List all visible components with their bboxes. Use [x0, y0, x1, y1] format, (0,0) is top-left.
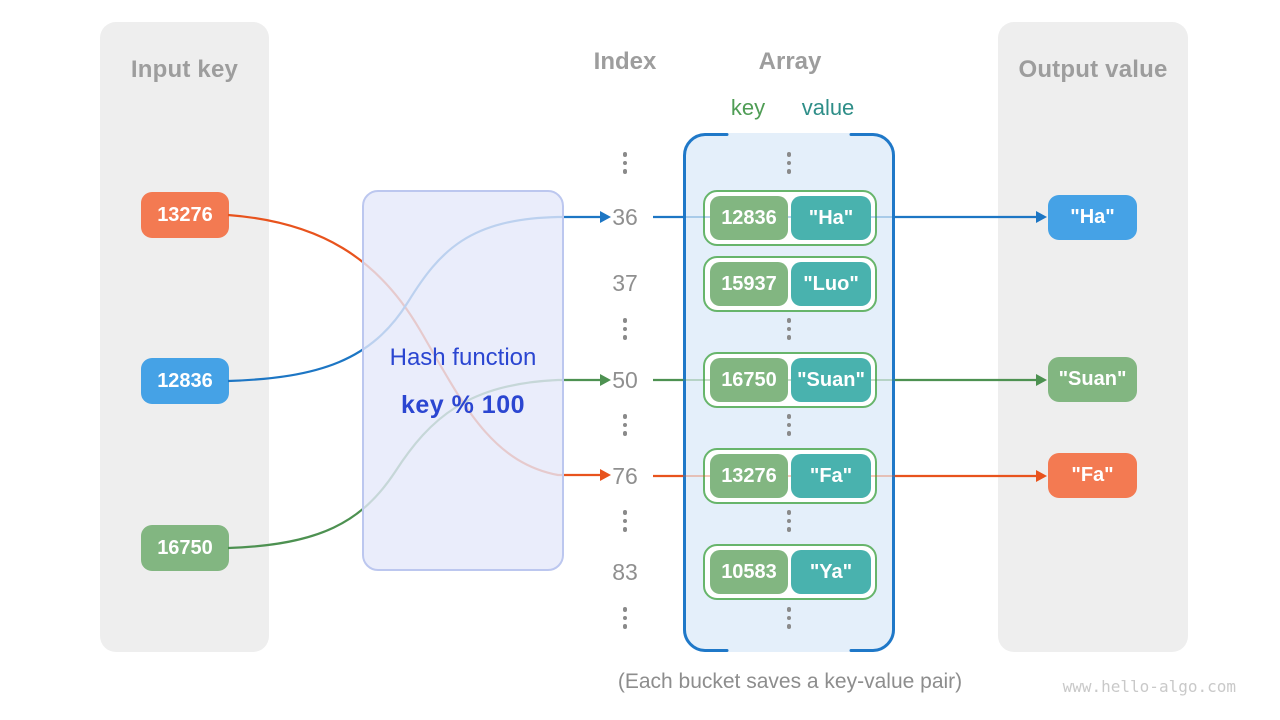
array-border-left	[682, 133, 729, 652]
array-border-right	[849, 133, 896, 652]
index-value-36: 36	[612, 204, 638, 230]
diagram-caption: (Each bucket saves a key-value pair)	[617, 670, 963, 693]
bucket-value-suan: "Suan"	[791, 358, 871, 402]
arrowhead-blue-output	[1036, 211, 1047, 223]
input-panel-title: Input key	[130, 56, 239, 83]
arrowhead-orange-output	[1036, 470, 1047, 482]
bucket-value-ya: "Ya"	[791, 550, 871, 594]
index-column-title: Index	[593, 48, 657, 75]
index-value-37: 37	[612, 270, 638, 296]
bucket-value-ha: "Ha"	[791, 196, 871, 240]
ellipsis-dots-index-2	[622, 318, 628, 340]
bucket-key-16750: 16750	[710, 358, 788, 402]
ellipsis-dots-array-3	[786, 414, 792, 436]
index-value-83: 83	[612, 559, 638, 585]
input-key-chip-13276: 13276	[141, 192, 229, 238]
ellipsis-dots-array-1	[786, 152, 792, 174]
bucket-key-12836: 12836	[710, 196, 788, 240]
bucket-value-fa: "Fa"	[791, 454, 871, 498]
output-value-chip-suan: "Suan"	[1048, 357, 1137, 402]
bucket-key-13276: 13276	[710, 454, 788, 498]
array-column-title: Array	[758, 48, 822, 75]
ellipsis-dots-index-3	[622, 414, 628, 436]
ellipsis-dots-index-4	[622, 510, 628, 532]
hash-function-formula: key % 100	[400, 391, 526, 419]
input-key-chip-12836: 12836	[141, 358, 229, 404]
ellipsis-dots-array-5	[786, 607, 792, 629]
hash-function-title: Hash function	[389, 344, 537, 371]
index-value-50: 50	[612, 367, 638, 393]
ellipsis-dots-index-5	[622, 607, 628, 629]
arrowhead-blue-index	[600, 211, 611, 223]
ellipsis-dots-index-1	[622, 152, 628, 174]
output-value-panel: Output value	[998, 22, 1188, 652]
index-value-76: 76	[612, 463, 638, 489]
bucket-key-15937: 15937	[710, 262, 788, 306]
array-key-header: key	[730, 95, 766, 120]
arrowhead-green-index	[600, 374, 611, 386]
bucket-key-10583: 10583	[710, 550, 788, 594]
hash-function-box: Hash function key % 100	[362, 190, 564, 571]
arrowhead-green-output	[1036, 374, 1047, 386]
output-value-chip-ha: "Ha"	[1048, 195, 1137, 240]
output-value-chip-fa: "Fa"	[1048, 453, 1137, 498]
website-watermark: www.hello-algo.com	[1062, 677, 1236, 696]
input-key-chip-16750: 16750	[141, 525, 229, 571]
output-panel-title: Output value	[1018, 56, 1168, 83]
arrowhead-orange-index	[600, 469, 611, 481]
ellipsis-dots-array-4	[786, 510, 792, 532]
array-value-header: value	[801, 95, 855, 120]
ellipsis-dots-array-2	[786, 318, 792, 340]
bucket-value-luo: "Luo"	[791, 262, 871, 306]
